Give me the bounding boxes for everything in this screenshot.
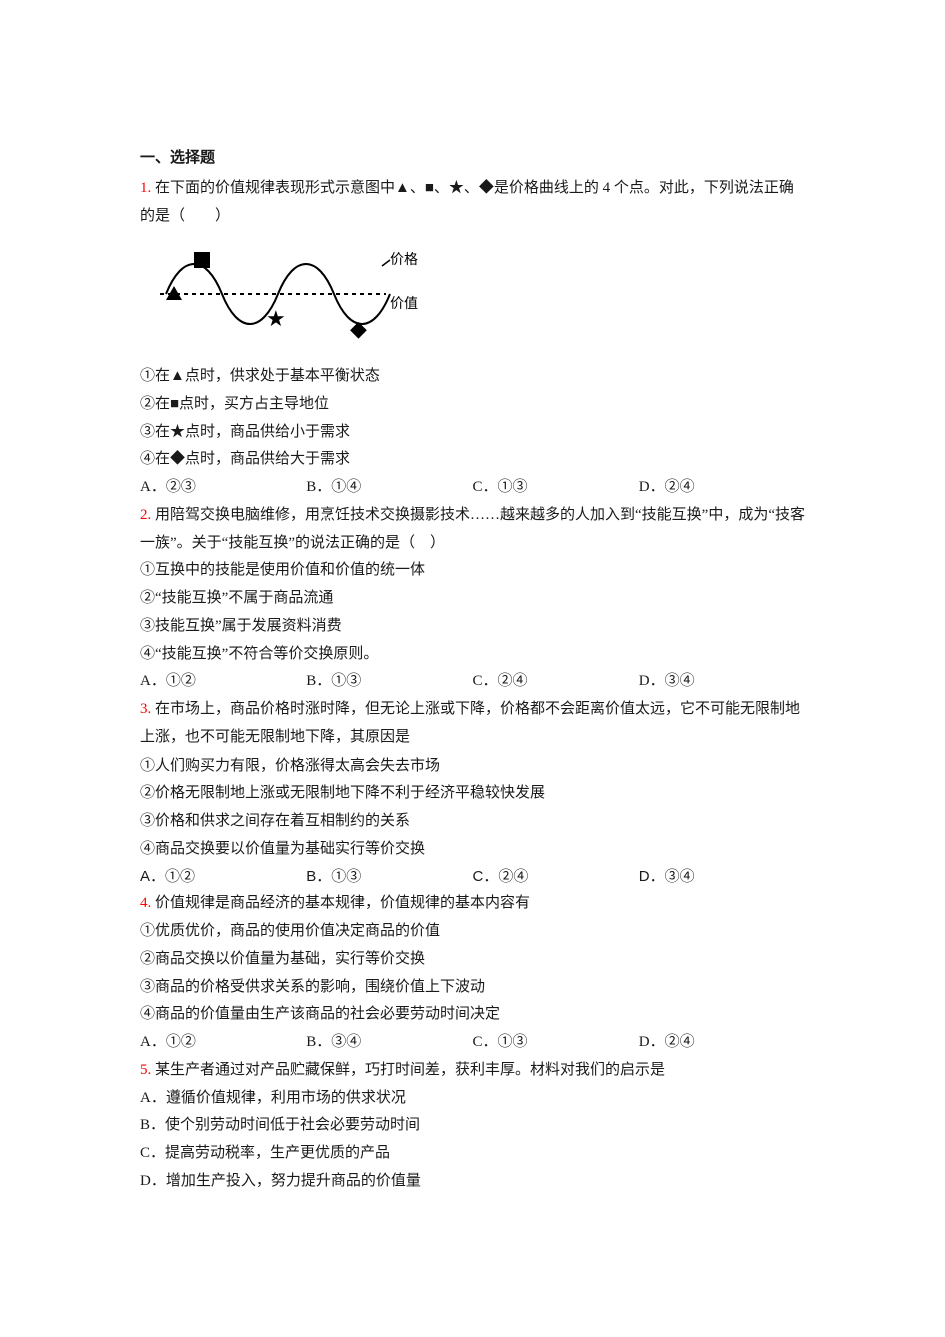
q5-opt-b: B．使个别劳动时间低于社会必要劳动时间 [140,1112,805,1140]
q4: 4. 价值规律是商品经济的基本规律，价值规律的基本内容有 [140,890,805,918]
q3-text: 在市场上，商品价格时涨时降，但无论上涨或下降，价格都不会距离价值太远，它不可能无… [140,701,800,745]
q2-stmt3: ③技能互换”属于发展资料消费 [140,613,805,641]
q3-stmt2: ②价格无限制地上涨或无限制地下降不利于经济平稳较快发展 [140,779,805,807]
q2-opt-b: B．①③ [306,668,472,696]
q1-options: A．②③ B．①④ C．①③ D．②④ [140,474,805,502]
q2: 2. 用陪驾交换电脑维修，用烹饪技术交换摄影技术……越来越多的人加入到“技能互换… [140,502,805,558]
q4-stmt3: ③商品的价格受供求关系的影响，围绕价值上下波动 [140,974,805,1002]
q3-stmt3: ③价格和供求之间存在着互相制约的关系 [140,807,805,835]
value-label: 价值 [390,296,418,312]
q1-opt-c: C．①③ [473,474,639,502]
q5-opt-a: A．遵循价值规律，利用市场的供求状况 [140,1085,805,1113]
q2-stmt4: ④“技能互换”不符合等价交换原则。 [140,641,805,669]
q2-opt-c: C．②④ [473,668,639,696]
q2-opt-d: D．③④ [639,668,805,696]
q4-stmt2: ②商品交换以价值量为基础，实行等价交换 [140,946,805,974]
q1-stmt4: ④在◆点时，商品供给大于需求 [140,446,805,474]
q1-stmt3: ③在★点时，商品供给小于需求 [140,419,805,447]
q1-text: 在下面的价值规律表现形式示意图中▲、■、★、◆是价格曲线上的 4 个点。对此，下… [140,180,794,224]
q2-stmt1: ①互换中的技能是使用价值和价值的统一体 [140,557,805,585]
q4-options: A．①② B．③④ C．①③ D．②④ [140,1029,805,1057]
q2-stmt2: ②“技能互换”不属于商品流通 [140,585,805,613]
star-marker-icon: ★ [266,306,286,331]
q4-opt-a: A．①② [140,1029,306,1057]
q4-number: 4. [140,895,151,911]
q3-opt-a: A．①② [140,863,306,891]
q1-stmt2: ②在■点时，买方占主导地位 [140,391,805,419]
q2-text: 用陪驾交换电脑维修，用烹饪技术交换摄影技术……越来越多的人加入到“技能互换”中，… [140,507,805,551]
q1-opt-b: B．①④ [306,474,472,502]
q4-opt-c: C．①③ [473,1029,639,1057]
q5-number: 5. [140,1062,151,1078]
q1-diagram: ★ ◆ 价格 价值 [154,236,805,359]
q3-options: A．①② B．①③ C．②④ D．③④ [140,863,805,891]
document-body: 一、选择题 1. 在下面的价值规律表现形式示意图中▲、■、★、◆是价格曲线上的 … [140,145,805,1196]
q1-number: 1. [140,180,151,196]
q5: 5. 某生产者通过对产品贮藏保鲜，巧打时间差，获利丰厚。材料对我们的启示是 [140,1057,805,1085]
q5-opt-c: C．提高劳动税率，生产更优质的产品 [140,1140,805,1168]
q5-text: 某生产者通过对产品贮藏保鲜，巧打时间差，获利丰厚。材料对我们的启示是 [155,1062,665,1078]
q3-opt-d: D．③④ [639,863,805,891]
value-law-chart: ★ ◆ 价格 价值 [154,236,419,348]
q3-opt-b: B．①③ [306,863,472,891]
q4-opt-d: D．②④ [639,1029,805,1057]
square-marker-icon [194,252,210,268]
q1-opt-d: D．②④ [639,474,805,502]
q1-stmt1: ①在▲点时，供求处于基本平衡状态 [140,363,805,391]
diamond-marker-icon: ◆ [350,316,367,341]
q4-opt-b: B．③④ [306,1029,472,1057]
price-label-leader [382,260,390,266]
q4-stmt1: ①优质优价，商品的使用价值决定商品的价值 [140,918,805,946]
q4-stmt4: ④商品的价值量由生产该商品的社会必要劳动时间决定 [140,1001,805,1029]
price-label: 价格 [390,252,418,268]
q1: 1. 在下面的价值规律表现形式示意图中▲、■、★、◆是价格曲线上的 4 个点。对… [140,175,805,231]
q2-options: A．①② B．①③ C．②④ D．③④ [140,668,805,696]
q3-stmt1: ①人们购买力有限，价格涨得太高会失去市场 [140,752,805,780]
q3-number: 3. [140,701,151,717]
q3-opt-c: C．②④ [473,863,639,891]
q3: 3. 在市场上，商品价格时涨时降，但无论上涨或下降，价格都不会距离价值太远，它不… [140,696,805,752]
section-title: 一、选择题 [140,145,805,173]
q2-opt-a: A．①② [140,668,306,696]
q4-text: 价值规律是商品经济的基本规律，价值规律的基本内容有 [155,895,530,911]
q3-stmt4: ④商品交换要以价值量为基础实行等价交换 [140,835,805,863]
q5-opt-d: D．增加生产投入，努力提升商品的价值量 [140,1168,805,1196]
q2-number: 2. [140,507,151,523]
q1-opt-a: A．②③ [140,474,306,502]
